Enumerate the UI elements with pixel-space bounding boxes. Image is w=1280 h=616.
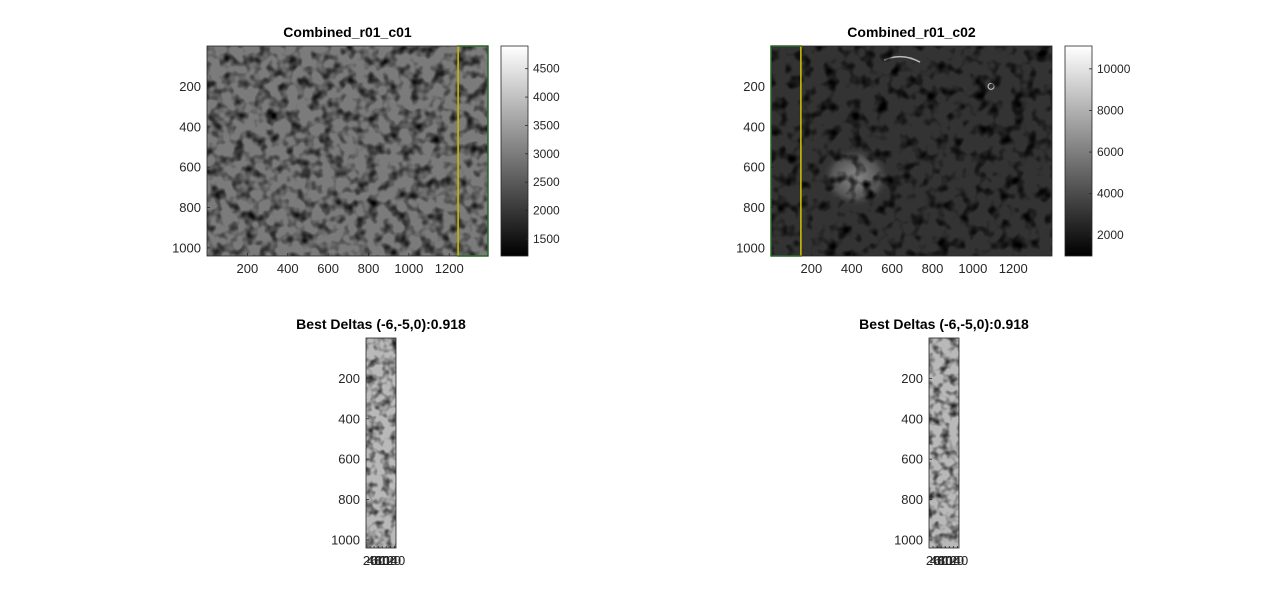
x-tick-label: 1200: [999, 261, 1028, 276]
axes-frame: [928, 337, 960, 549]
y-tick-label: 1000: [894, 532, 923, 547]
image-texture: [366, 338, 396, 548]
axes-frame: [206, 45, 489, 257]
axes-frame: [770, 45, 1053, 257]
x-tick-label: 40: [930, 553, 944, 568]
y-tick-label: 1000: [172, 240, 201, 255]
colorbar-tick-label: 3500: [533, 118, 560, 132]
x-tick-label: 40: [367, 553, 381, 568]
y-tick-label: 200: [179, 79, 201, 94]
image-texture: [929, 338, 959, 548]
x-tick-label: 100: [375, 553, 397, 568]
x-tick-label: 400: [841, 261, 863, 276]
colorbar: 1500 2000 2500 3000 3500 4000 4500: [500, 45, 560, 257]
x-tick-label: 400: [277, 261, 299, 276]
x-tick-label: 1000: [958, 261, 987, 276]
y-tick-label: 800: [338, 492, 360, 507]
colorbar-tick-label: 4000: [533, 90, 560, 104]
colorbar-tick-label: 8000: [1097, 103, 1124, 117]
colorbar-tick-label: 2000: [533, 204, 560, 218]
x-tick-label: 800: [922, 261, 944, 276]
y-tick-label: 800: [743, 200, 765, 215]
colorbar-tick-label: 1500: [533, 232, 560, 246]
x-tick-label: 200: [801, 261, 823, 276]
y-tick-label: 400: [743, 119, 765, 134]
x-tick-label: 600: [881, 261, 903, 276]
y-tick-label: 600: [901, 452, 923, 467]
colorbar-tick-label: 6000: [1097, 145, 1124, 159]
axes-panel-4: Best Deltas (-6,-5,0):0.918 200 400 600 800 1…: [859, 316, 1029, 568]
y-tick-label: 600: [743, 160, 765, 175]
x-tick-label: 140: [947, 553, 969, 568]
x-tick-label: 140: [384, 553, 406, 568]
y-tick-label: 600: [179, 160, 201, 175]
colorbar-tick-label: 2000: [1097, 228, 1124, 242]
x-tick-label: 200: [237, 261, 259, 276]
y-tick-label: 1000: [331, 532, 360, 547]
x-tick-label: 20: [363, 553, 377, 568]
x-tick-label: 80: [938, 553, 952, 568]
y-tick-label: 200: [338, 371, 360, 386]
y-tick-label: 400: [901, 411, 923, 426]
axes-panel-3: Best Deltas (-6,-5,0):0.918 200 400 600 800 1…: [296, 316, 466, 568]
x-tick-label: 80: [375, 553, 389, 568]
axes-frame: [365, 337, 397, 549]
x-tick-label: 20: [926, 553, 940, 568]
x-tick-label: 600: [317, 261, 339, 276]
y-tick-label: 400: [338, 411, 360, 426]
y-tick-label: 800: [179, 200, 201, 215]
axes-title: Combined_r01_c02: [847, 24, 976, 40]
axes-panel-1: Combined_r01_c01 200 400 600 800 1000 200 400 60…: [172, 24, 560, 276]
colorbar-tick-label: 3000: [533, 147, 560, 161]
x-tick-label: 60: [371, 553, 385, 568]
x-tick-label: 1200: [435, 261, 464, 276]
colorbar-tick-label: 4000: [1097, 187, 1124, 201]
x-tick-label: 1000: [394, 261, 423, 276]
x-tick-label: 120: [942, 553, 964, 568]
colorbar-tick-label: 10000: [1097, 62, 1131, 76]
y-tick-label: 600: [338, 452, 360, 467]
colorbar-gradient: [500, 45, 529, 257]
y-tick-label: 200: [901, 371, 923, 386]
y-tick-label: 1000: [736, 240, 765, 255]
colorbar-tick-label: 4500: [533, 62, 560, 76]
x-tick-label: 120: [379, 553, 401, 568]
colorbar-gradient: [1064, 45, 1093, 257]
x-tick-label: 800: [358, 261, 380, 276]
image-texture: [771, 46, 1052, 256]
y-tick-label: 200: [743, 79, 765, 94]
colorbar-tick-label: 2500: [533, 175, 560, 189]
axes-title: Best Deltas (-6,-5,0):0.918: [296, 316, 466, 332]
axes-title: Combined_r01_c01: [283, 24, 412, 40]
y-tick-label: 800: [901, 492, 923, 507]
axes-title: Best Deltas (-6,-5,0):0.918: [859, 316, 1029, 332]
image-texture: [207, 46, 488, 256]
x-tick-label: 100: [938, 553, 960, 568]
x-tick-label: 60: [934, 553, 948, 568]
colorbar: 2000 4000 6000 8000 10000: [1064, 45, 1131, 257]
axes-panel-2: Combined_r01_c02 200 400 600 800 1000 200 400 60…: [736, 24, 1131, 276]
y-tick-label: 400: [179, 119, 201, 134]
